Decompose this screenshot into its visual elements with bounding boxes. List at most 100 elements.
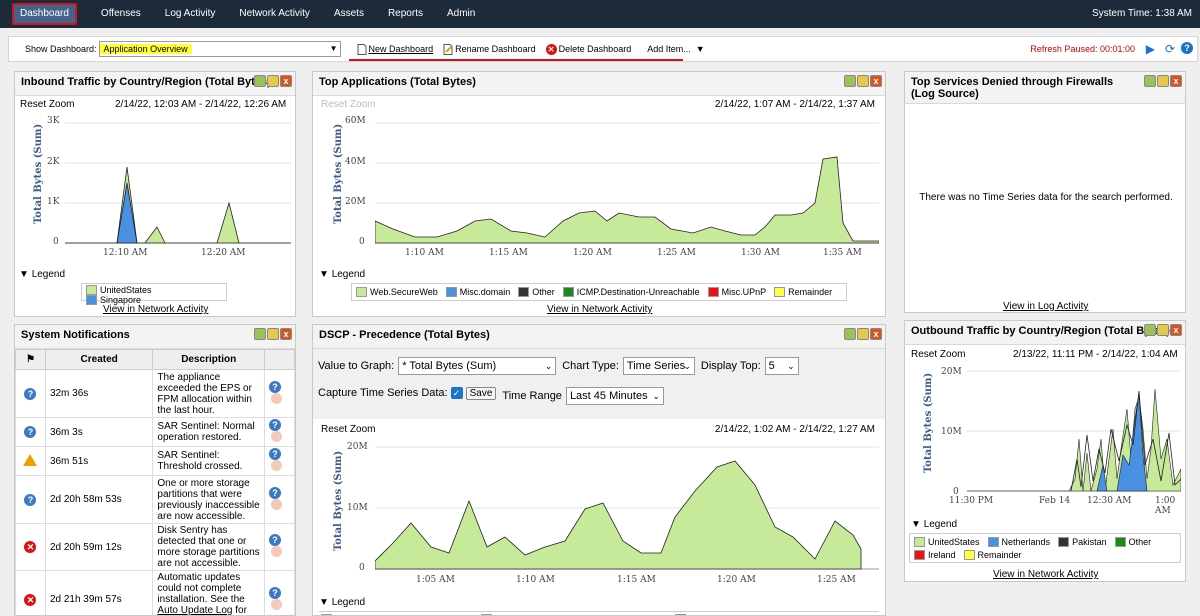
dscp-precedence-panel: DSCP - Precedence (Total Bytes) x Value … bbox=[312, 324, 886, 616]
dismiss-icon[interactable] bbox=[271, 431, 283, 442]
close-icon[interactable]: x bbox=[870, 75, 882, 87]
x-tick-label: 1:05 AM bbox=[416, 575, 455, 585]
capture-checkbox[interactable]: ✓ bbox=[450, 387, 463, 399]
description-text-after: for details. bbox=[235, 605, 247, 616]
tab-dashboard[interactable]: Dashboard bbox=[0, 0, 89, 28]
rename-dashboard-button[interactable]: Rename Dashboard bbox=[443, 43, 536, 55]
maximize-icon[interactable] bbox=[1144, 75, 1156, 87]
y-tick-label: 0 bbox=[953, 487, 959, 497]
gear-icon[interactable] bbox=[267, 75, 279, 87]
legend-item-label: UnitedStates bbox=[100, 285, 152, 295]
tab-offenses[interactable]: Offenses bbox=[100, 8, 141, 19]
legend-item-label: Netherlands bbox=[1001, 536, 1051, 547]
maximize-icon[interactable] bbox=[1144, 324, 1156, 336]
tab-reports[interactable]: Reports bbox=[387, 8, 423, 19]
delete-dashboard-label: Delete Dashboard bbox=[558, 44, 632, 54]
help-icon[interactable]: ? bbox=[269, 419, 282, 431]
gear-icon[interactable] bbox=[857, 75, 869, 87]
help-icon[interactable]: ? bbox=[269, 486, 282, 499]
view-in-network-activity-link[interactable]: View in Network Activity bbox=[547, 304, 653, 315]
gear-icon[interactable] bbox=[267, 328, 279, 340]
time-range-select[interactable]: Last 45 Minutes ⌄ bbox=[565, 387, 664, 405]
refresh-icon[interactable]: ⟳ bbox=[1164, 42, 1175, 56]
tab-network-activity[interactable]: Network Activity bbox=[239, 8, 310, 19]
delete-dashboard-button[interactable]: ✕ Delete Dashboard bbox=[545, 43, 632, 55]
add-item-label: Add Item... bbox=[647, 44, 691, 54]
help-icon[interactable]: ? bbox=[269, 448, 282, 460]
gear-icon[interactable] bbox=[1157, 324, 1169, 336]
created-cell: 36m 3s bbox=[44, 417, 154, 447]
legend-swatch bbox=[914, 536, 925, 547]
table-row[interactable]: ? 32m 36s The appliance exceeded the EPS… bbox=[15, 369, 295, 418]
maximize-icon[interactable] bbox=[844, 75, 856, 87]
display-top-select[interactable]: 5 ⌄ bbox=[764, 357, 799, 375]
close-icon[interactable]: x bbox=[1170, 75, 1182, 87]
legend-item: Pakistan bbox=[1058, 536, 1107, 547]
table-row[interactable]: 36m 51s SAR Sentinel: Threshold crossed.… bbox=[15, 446, 295, 476]
legend-swatch bbox=[321, 614, 332, 615]
legend-swatch bbox=[481, 614, 492, 615]
legend-toggle[interactable]: ▼ Legend bbox=[319, 597, 366, 608]
created-cell: 2d 20h 58m 53s bbox=[44, 475, 154, 524]
legend-item-label: Pakistan bbox=[1072, 536, 1107, 547]
legend-toggle[interactable]: ▼ Legend bbox=[911, 519, 958, 530]
table-row[interactable]: ? 36m 3s SAR Sentinel: Normal operation … bbox=[15, 417, 295, 447]
save-button[interactable]: Save bbox=[465, 386, 497, 400]
outbound-chart bbox=[967, 370, 1181, 492]
close-icon[interactable]: x bbox=[1170, 324, 1182, 336]
maximize-icon[interactable] bbox=[254, 328, 266, 340]
legend-item: Misc.UPnP bbox=[707, 287, 766, 297]
dismiss-icon[interactable] bbox=[271, 392, 283, 404]
chart-type-select[interactable]: Time Series ⌄ bbox=[622, 357, 695, 375]
dismiss-icon[interactable] bbox=[271, 598, 283, 610]
tab-admin[interactable]: Admin bbox=[446, 8, 476, 19]
flag-column-header[interactable]: ⚑ bbox=[15, 349, 46, 370]
x-tick-label: 1:15 AM bbox=[617, 575, 656, 585]
legend-item-label: Remainder bbox=[977, 549, 1022, 560]
auto-update-log-link[interactable]: Auto Update Log bbox=[157, 605, 233, 616]
play-icon[interactable]: ▶ bbox=[1145, 42, 1155, 56]
time-range: 2/14/22, 12:03 AM - 2/14/22, 12:26 AM bbox=[115, 99, 287, 110]
dismiss-icon[interactable] bbox=[271, 460, 283, 471]
view-in-network-activity-link[interactable]: View in Network Activity bbox=[103, 304, 209, 315]
reset-zoom-link[interactable]: Reset Zoom bbox=[321, 99, 376, 110]
table-row[interactable]: ✕ 2d 21h 39m 57s Automatic updates could… bbox=[15, 570, 295, 616]
tab-log-activity[interactable]: Log Activity bbox=[164, 8, 216, 19]
help-icon[interactable]: ? bbox=[269, 586, 282, 599]
y-tick-label: 0 bbox=[53, 237, 59, 247]
dismiss-icon[interactable] bbox=[271, 546, 283, 557]
legend-toggle[interactable]: ▼ Legend bbox=[319, 269, 366, 280]
view-in-log-activity-link[interactable]: View in Log Activity bbox=[1003, 301, 1089, 312]
legend-toggle[interactable]: ▼ Legend bbox=[19, 269, 66, 280]
close-icon[interactable]: x bbox=[280, 328, 292, 340]
reset-zoom-link[interactable]: Reset Zoom bbox=[20, 99, 75, 110]
close-icon[interactable]: x bbox=[280, 75, 292, 87]
help-icon[interactable]: ? bbox=[269, 380, 282, 393]
gear-icon[interactable] bbox=[1157, 75, 1169, 87]
dismiss-icon[interactable] bbox=[271, 498, 283, 510]
help-icon[interactable]: ? bbox=[269, 534, 282, 546]
value-to-graph-select[interactable]: * Total Bytes (Sum) ⌄ bbox=[398, 357, 557, 375]
legend-swatch bbox=[774, 287, 786, 297]
add-item-button[interactable]: Add Item... ▼ bbox=[647, 44, 704, 54]
close-icon[interactable]: x bbox=[870, 328, 882, 340]
dashboard-select[interactable]: Application Overview ▼ bbox=[98, 41, 341, 57]
legend-item-label: Ireland bbox=[928, 549, 956, 560]
created-column-header[interactable]: Created bbox=[44, 349, 154, 370]
description-column-header[interactable]: Description bbox=[152, 349, 266, 370]
tab-assets[interactable]: Assets bbox=[333, 8, 364, 19]
legend-item: Singapore bbox=[86, 295, 141, 305]
maximize-icon[interactable] bbox=[844, 328, 856, 340]
help-icon[interactable]: ? bbox=[1181, 42, 1193, 54]
reset-zoom-link[interactable]: Reset Zoom bbox=[321, 424, 376, 435]
x-tick-label: 12:10 AM bbox=[103, 248, 148, 258]
maximize-icon[interactable] bbox=[254, 75, 266, 87]
series-area bbox=[375, 460, 862, 570]
legend-item: UnitedStates bbox=[86, 285, 152, 295]
new-dashboard-button[interactable]: New Dashboard bbox=[357, 43, 433, 55]
table-row[interactable]: ? 2d 20h 58m 53s One or more storage par… bbox=[15, 475, 295, 524]
table-row[interactable]: ✕ 2d 20h 59m 12s Disk Sentry has detecte… bbox=[15, 523, 295, 571]
view-in-network-activity-link[interactable]: View in Network Activity bbox=[993, 569, 1099, 580]
reset-zoom-link[interactable]: Reset Zoom bbox=[911, 349, 966, 360]
gear-icon[interactable] bbox=[857, 328, 869, 340]
